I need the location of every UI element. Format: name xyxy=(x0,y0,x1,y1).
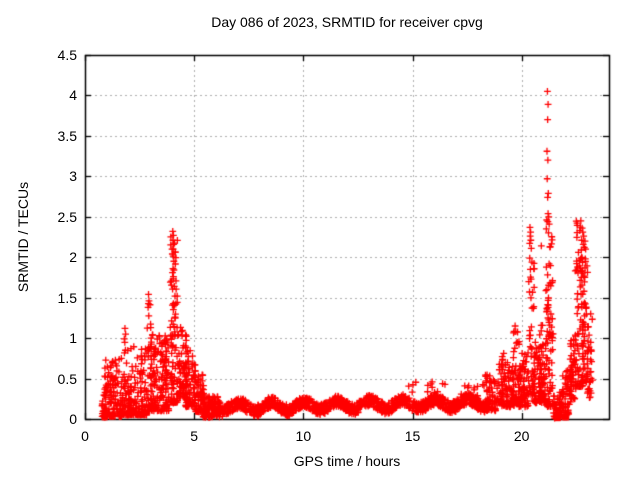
y-tick-label: 1 xyxy=(69,330,77,347)
x-tick-label: 10 xyxy=(295,428,312,444)
x-tick-label: 5 xyxy=(190,428,199,444)
x-tick-label: 20 xyxy=(513,428,530,444)
y-tick-label: 2.5 xyxy=(57,208,77,225)
x-axis-title: GPS time / hours xyxy=(293,453,401,469)
y-tick-label: 4 xyxy=(69,87,77,104)
y-tick-label: 0 xyxy=(69,411,77,427)
y-tick-label: 0.5 xyxy=(57,370,77,387)
chart-title: Day 086 of 2023, SRMTID for receiver cpv… xyxy=(211,14,483,30)
y-tick-label: 1.5 xyxy=(57,289,77,306)
y-tick-label: 3 xyxy=(69,168,77,185)
y-tick-label: 3.5 xyxy=(57,127,77,144)
x-tick-label: 15 xyxy=(404,428,421,444)
x-tick-label: 0 xyxy=(81,428,89,444)
y-tick-label: 4.5 xyxy=(57,47,77,63)
y-tick-label: 2 xyxy=(69,249,77,266)
